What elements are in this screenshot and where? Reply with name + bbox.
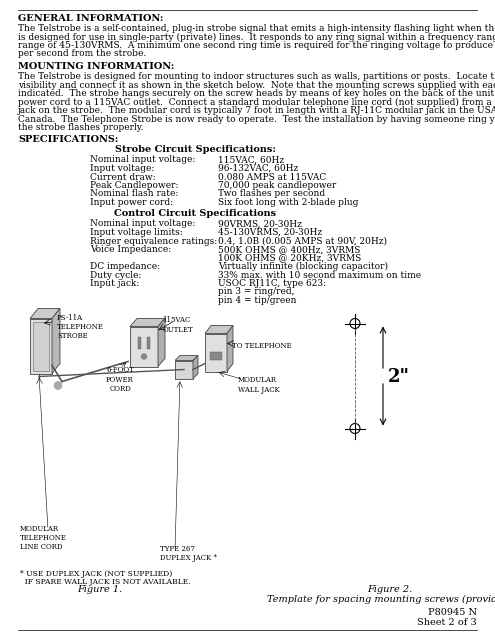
Polygon shape <box>210 351 222 360</box>
Text: Current draw:: Current draw: <box>90 173 155 182</box>
Text: 6-FOOT
POWER
CORD: 6-FOOT POWER CORD <box>106 367 134 393</box>
Circle shape <box>142 354 147 359</box>
Polygon shape <box>33 321 49 371</box>
Text: Duty cycle:: Duty cycle: <box>90 271 142 280</box>
Text: MODULAR
TELEPHONE
LINE CORD: MODULAR TELEPHONE LINE CORD <box>20 525 67 552</box>
Text: Two flashes per second: Two flashes per second <box>218 189 325 198</box>
Text: MODULAR
WALL JACK: MODULAR WALL JACK <box>238 376 280 394</box>
Polygon shape <box>138 337 141 349</box>
Text: Ringer equivalence ratings:: Ringer equivalence ratings: <box>90 237 217 246</box>
Text: Six foot long with 2-blade plug: Six foot long with 2-blade plug <box>218 198 358 207</box>
Text: per second from the strobe.: per second from the strobe. <box>18 49 146 58</box>
Text: Canada.  The Telephone Strobe is now ready to operate.  Test the installation by: Canada. The Telephone Strobe is now read… <box>18 115 495 124</box>
Text: pin 3 = ring/red,: pin 3 = ring/red, <box>218 287 295 296</box>
Circle shape <box>54 381 62 390</box>
Text: pin 4 = tip/green: pin 4 = tip/green <box>218 296 297 305</box>
Text: IF SPARE WALL JACK IS NOT AVAILABLE.: IF SPARE WALL JACK IS NOT AVAILABLE. <box>20 578 191 586</box>
Text: 115VAC, 60Hz: 115VAC, 60Hz <box>218 156 284 164</box>
Text: * USE DUPLEX JACK (NOT SUPPLIED): * USE DUPLEX JACK (NOT SUPPLIED) <box>20 570 172 578</box>
Text: The Telstrobe is designed for mounting to indoor structures such as walls, parti: The Telstrobe is designed for mounting t… <box>18 72 495 81</box>
Polygon shape <box>158 319 165 367</box>
Text: PS-11A
TELEPHONE
STROBE: PS-11A TELEPHONE STROBE <box>57 314 104 340</box>
Polygon shape <box>30 319 52 374</box>
Polygon shape <box>193 355 198 378</box>
Text: SPECIFICATIONS:: SPECIFICATIONS: <box>18 136 118 145</box>
Text: Nominal input voltage:: Nominal input voltage: <box>90 156 196 164</box>
Text: DC impedance:: DC impedance: <box>90 262 160 271</box>
Text: 115VAC
OUTLET: 115VAC OUTLET <box>162 317 193 333</box>
Text: 0.080 AMPS at 115VAC: 0.080 AMPS at 115VAC <box>218 173 326 182</box>
Text: Figure 1.: Figure 1. <box>77 585 123 594</box>
Text: power cord to a 115VAC outlet.  Connect a standard modular telephone line cord (: power cord to a 115VAC outlet. Connect a… <box>18 97 495 107</box>
Text: 100K OHMS @ 20KHz, 3VRMS: 100K OHMS @ 20KHz, 3VRMS <box>218 253 361 262</box>
Polygon shape <box>130 326 158 367</box>
Text: Sheet 2 of 3: Sheet 2 of 3 <box>417 618 477 627</box>
Polygon shape <box>175 355 198 360</box>
Text: USOC RJ11C, type 623:: USOC RJ11C, type 623: <box>218 279 326 288</box>
Text: Strobe Circuit Specifications:: Strobe Circuit Specifications: <box>114 145 275 154</box>
Polygon shape <box>175 360 193 378</box>
Text: 70,000 peak candlepower: 70,000 peak candlepower <box>218 181 336 190</box>
Text: TO TELEPHONE: TO TELEPHONE <box>232 342 292 349</box>
Text: Template for spacing mounting screws (provided): Template for spacing mounting screws (pr… <box>267 595 495 604</box>
Text: 2": 2" <box>388 368 410 386</box>
Text: 96-132VAC, 60Hz: 96-132VAC, 60Hz <box>218 164 298 173</box>
Text: Nominal flash rate:: Nominal flash rate: <box>90 189 178 198</box>
Polygon shape <box>205 326 233 333</box>
Text: Voice Impedance:: Voice Impedance: <box>90 245 171 254</box>
Text: is designed for use in single-party (private) lines.  It responds to any ring si: is designed for use in single-party (pri… <box>18 33 495 42</box>
Text: GENERAL INFORMATION:: GENERAL INFORMATION: <box>18 14 163 23</box>
Text: Input voltage limits:: Input voltage limits: <box>90 228 183 237</box>
Text: Input jack:: Input jack: <box>90 279 140 288</box>
Text: The Telstrobe is a self-contained, plug-in strobe signal that emits a high-inten: The Telstrobe is a self-contained, plug-… <box>18 24 495 33</box>
Text: 90VRMS, 20-30Hz: 90VRMS, 20-30Hz <box>218 220 302 228</box>
Text: 45-130VRMS, 20-30Hz: 45-130VRMS, 20-30Hz <box>218 228 322 237</box>
Text: Virtually infinite (blocking capacitor): Virtually infinite (blocking capacitor) <box>218 262 388 271</box>
Text: Nominal input voltage:: Nominal input voltage: <box>90 220 196 228</box>
Polygon shape <box>52 308 60 374</box>
Text: Input voltage:: Input voltage: <box>90 164 154 173</box>
Text: TYPE 267
DUPLEX JACK *: TYPE 267 DUPLEX JACK * <box>160 545 217 562</box>
Text: visibility and connect it as shown in the sketch below.  Note that the mounting : visibility and connect it as shown in th… <box>18 81 495 90</box>
Polygon shape <box>227 326 233 371</box>
Text: Input power cord:: Input power cord: <box>90 198 173 207</box>
Text: 0.4, 1.0B (0.005 AMPS at 90V, 20Hz): 0.4, 1.0B (0.005 AMPS at 90V, 20Hz) <box>218 237 387 246</box>
Text: Control Circuit Specifications: Control Circuit Specifications <box>114 209 276 218</box>
Text: MOUNTING INFORMATION:: MOUNTING INFORMATION: <box>18 62 174 71</box>
Text: the strobe flashes properly.: the strobe flashes properly. <box>18 123 144 132</box>
Text: 33% max. with 10 second maximum on time: 33% max. with 10 second maximum on time <box>218 271 421 280</box>
Text: Peak Candlepower:: Peak Candlepower: <box>90 181 179 190</box>
Polygon shape <box>30 308 60 319</box>
Polygon shape <box>130 319 165 326</box>
Text: Figure 2.: Figure 2. <box>367 585 413 594</box>
Text: P80945 N: P80945 N <box>428 608 477 617</box>
Text: 500K OHMS @ 400Hz, 3VRMS: 500K OHMS @ 400Hz, 3VRMS <box>218 245 360 254</box>
Text: indicated.  The strobe hangs securely on the screw heads by means of key holes o: indicated. The strobe hangs securely on … <box>18 89 495 98</box>
Text: range of 45-130VRMS.  A minimum one second ring time is required for the ringing: range of 45-130VRMS. A minimum one secon… <box>18 41 495 50</box>
Polygon shape <box>147 337 150 349</box>
Text: jack on the strobe.  The modular cord is typically 7 foot in length with a RJ-11: jack on the strobe. The modular cord is … <box>18 106 495 115</box>
Polygon shape <box>205 333 227 371</box>
